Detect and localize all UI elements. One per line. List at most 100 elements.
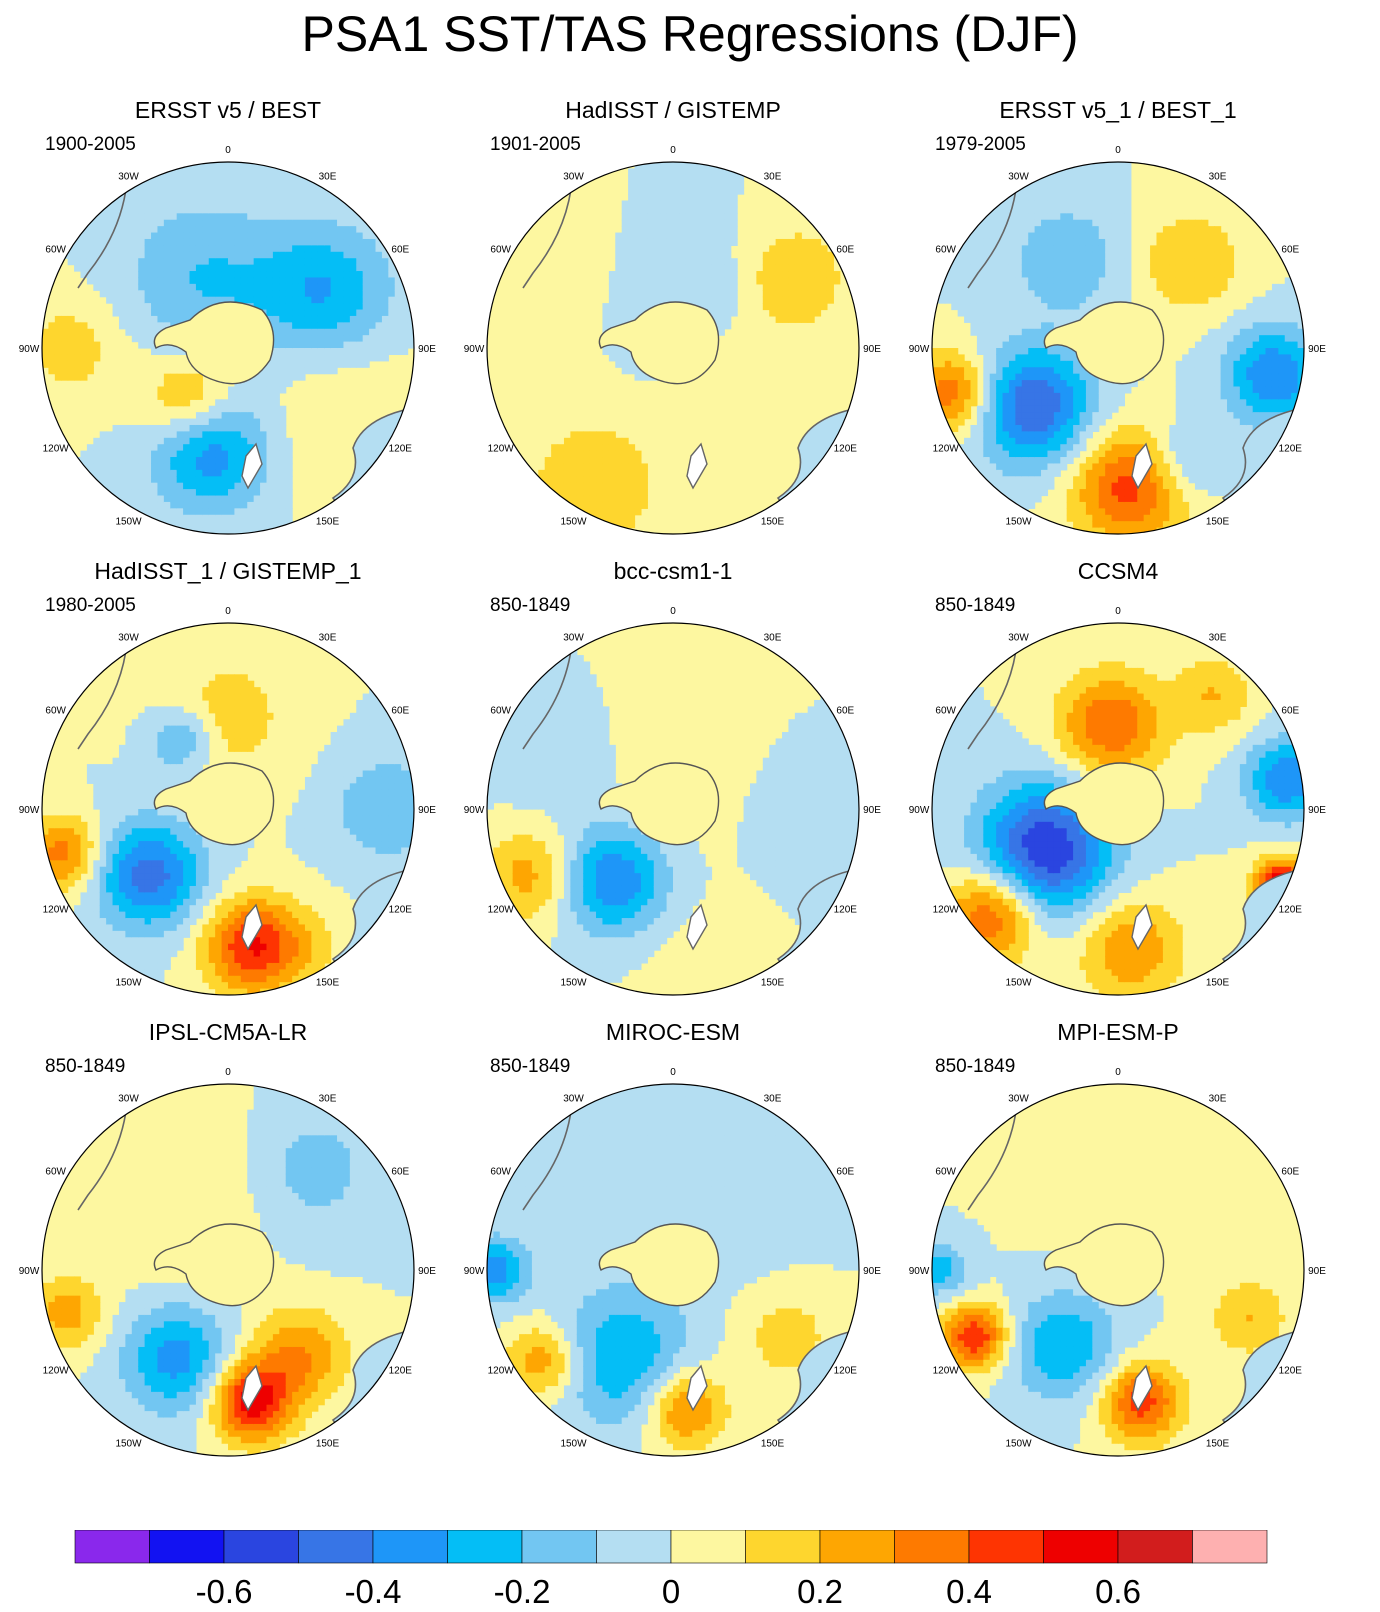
colorbar-tick-label: 0.6 [1095,1573,1141,1610]
antarctica-coastline [153,301,275,385]
panel-title: HadISST / GISTEMP [565,97,781,123]
longitude-label: 0 [670,606,676,617]
colorbar-swatch [223,1530,299,1564]
longitude-label: 120W [933,444,960,455]
longitude-label: 0 [225,1067,231,1078]
longitude-label: 60W [45,1167,66,1178]
colorbar-swatch [670,1530,746,1564]
longitude-label: 150W [560,977,587,988]
longitude-label: 150W [560,1438,587,1449]
longitude-label: 30W [563,172,584,183]
longitude-label: 150W [1005,977,1032,988]
map-panel: ERSST v5_1 / BEST_1030E60E90E120E150E180… [898,96,1338,566]
longitude-label: 90W [464,805,485,816]
regression-field [42,623,414,995]
map-panel: IPSL-CM5A-LR030E60E90E120E150E180150W120… [8,1018,448,1488]
period-label: 850-1849 [45,1056,126,1077]
colorbar-tick-label: 0.4 [946,1573,992,1610]
longitude-label: 30E [764,172,782,183]
longitude-label: 150E [761,516,785,527]
colorbar-swatch [819,1530,895,1564]
longitude-label: 30E [764,1094,782,1105]
longitude-label: 120E [389,444,413,455]
africa-coastline [1172,1084,1224,1085]
polar-map: 030E60E90E120E150E180150W120W90W60W30W [464,606,881,996]
panel-title: MIROC-ESM [605,1019,741,1045]
longitude-label: 90W [464,344,485,355]
africa-coastline [727,623,779,624]
longitude-label: 60W [490,1167,511,1178]
longitude-label: 0 [1115,145,1121,156]
polar-map: 030E60E90E120E150E180150W120W90W60W30W [909,145,1326,535]
colorbar-tick-label: -0.2 [494,1573,551,1610]
longitude-label: 60W [935,245,956,256]
map-boundary [41,1083,415,1457]
antarctica-coastline [1043,1223,1165,1307]
longitude-label: 60E [1281,706,1299,717]
longitude-label: 60W [45,245,66,256]
longitude-label: 60E [836,1167,854,1178]
regression-field [487,162,859,534]
map-boundary [931,622,1305,996]
longitude-label: 150E [761,977,785,988]
map-boundary [931,161,1305,535]
africa-coastline [282,162,334,163]
antarctica-coastline [1043,301,1165,385]
panel-title: MPI-ESM-P [1057,1019,1179,1045]
longitude-label: 150E [1206,977,1230,988]
longitude-label: 30E [319,633,337,644]
africa-coastline [282,623,334,624]
longitude-label: 0 [225,606,231,617]
regression-field [42,162,414,534]
longitude-label: 150E [316,516,340,527]
new-zealand-coastline [686,903,708,951]
longitude-label: 0 [1115,606,1121,617]
longitude-label: 30W [118,1094,139,1105]
panel-title: bcc-csm1-1 [613,558,733,584]
map-panel: MIROC-ESM030E60E90E120E150E180150W120W90… [453,1018,893,1488]
longitude-label: 150E [316,1438,340,1449]
longitude-label: 150W [115,516,142,527]
longitude-label: 30E [319,172,337,183]
colorbar-tick-label: 0.2 [797,1573,843,1610]
longitude-label: 30E [764,633,782,644]
longitude-label: 60E [1281,1167,1299,1178]
longitude-label: 150W [115,977,142,988]
longitude-label: 0 [670,1067,676,1078]
longitude-label: 90E [418,344,436,355]
africa-coastline [1172,623,1224,624]
polar-map: 030E60E90E120E150E180150W120W90W60W30W [19,606,436,996]
period-label: 850-1849 [935,595,1016,616]
colorbar-swatch [1043,1530,1119,1564]
africa-coastline [727,162,779,163]
map-boundary [41,622,415,996]
map-panel: MPI-ESM-P030E60E90E120E150E180150W120W90… [898,1018,1338,1488]
colorbar-tick-label: -0.6 [196,1573,253,1610]
longitude-label: 90E [1308,805,1326,816]
longitude-label: 120E [1279,905,1303,916]
map-panel: HadISST / GISTEMP030E60E90E120E150E18015… [453,96,893,566]
longitude-label: 90E [1308,344,1326,355]
new-zealand-coastline [241,442,263,490]
period-label: 850-1849 [935,1056,1016,1077]
panel-title: ERSST v5_1 / BEST_1 [999,97,1237,123]
map-boundary [486,161,860,535]
longitude-label: 30E [1209,1094,1227,1105]
longitude-label: 30W [1008,1094,1029,1105]
longitude-label: 90E [418,1266,436,1277]
polar-map: 030E60E90E120E150E180150W120W90W60W30W [19,1067,436,1457]
regression-field [932,623,1304,995]
antarctica-coastline [598,1223,720,1307]
map-boundary [486,622,860,996]
longitude-label: 120W [43,905,70,916]
map-panel: bcc-csm1-1030E60E90E120E150E180150W120W9… [453,557,893,1027]
antarctica-coastline [598,762,720,846]
longitude-label: 150W [1005,516,1032,527]
colorbar-swatch [447,1530,523,1564]
longitude-label: 30W [563,633,584,644]
longitude-label: 60W [935,706,956,717]
polar-map: 030E60E90E120E150E180150W120W90W60W30W [19,145,436,535]
antarctica-coastline [153,762,275,846]
colorbar-swatch [149,1530,225,1564]
colorbar-tick-label: -0.4 [345,1573,402,1610]
